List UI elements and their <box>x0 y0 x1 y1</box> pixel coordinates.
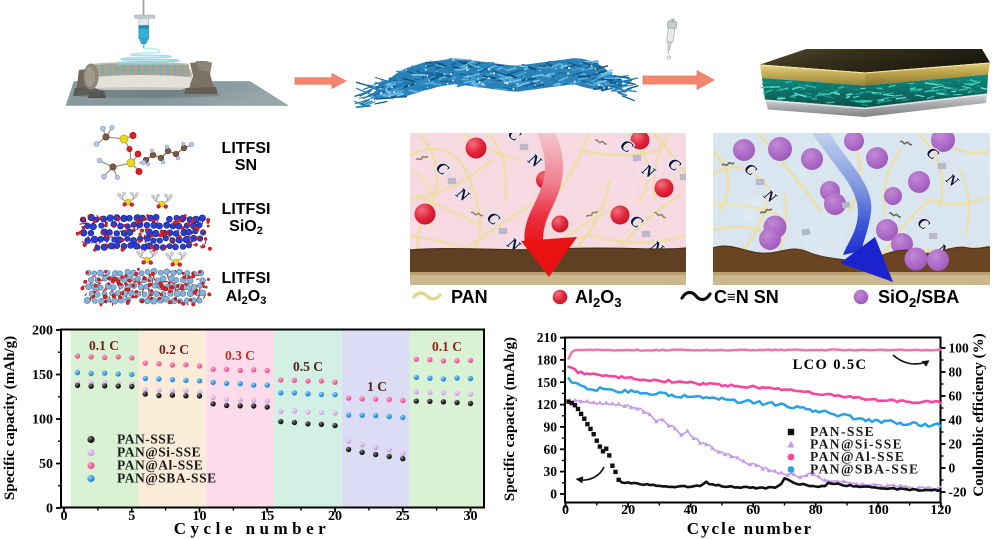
svg-text:25: 25 <box>396 509 410 524</box>
svg-text:0.2 C: 0.2 C <box>159 342 189 357</box>
svg-text:0: 0 <box>949 461 956 476</box>
svg-text:60: 60 <box>746 503 760 518</box>
svg-text:20: 20 <box>328 509 342 524</box>
svg-text:C≡N SN: C≡N SN <box>714 287 779 307</box>
svg-text:LITFSI: LITFSI <box>222 201 271 218</box>
svg-text:0.3 C: 0.3 C <box>225 348 255 363</box>
svg-text:120: 120 <box>537 397 558 412</box>
svg-text:120: 120 <box>930 503 951 518</box>
svg-text:PAN@Al-SSE: PAN@Al-SSE <box>117 458 203 473</box>
svg-text:PAN@SBA-SSE: PAN@SBA-SSE <box>810 462 919 477</box>
svg-text:PAN@Al-SSE: PAN@Al-SSE <box>810 449 905 464</box>
svg-text:PAN: PAN <box>451 287 488 307</box>
svg-text:90: 90 <box>544 419 558 434</box>
svg-text:40: 40 <box>949 413 963 428</box>
svg-text:0.1 C: 0.1 C <box>432 339 462 354</box>
svg-text:SiO2/SBA: SiO2/SBA <box>878 287 959 310</box>
svg-text:PAN@Si-SSE: PAN@Si-SSE <box>117 445 201 460</box>
svg-text:Cycle number: Cycle number <box>174 519 330 538</box>
svg-text:15: 15 <box>260 509 274 524</box>
svg-text:150: 150 <box>32 368 53 383</box>
svg-text:Coulombic efficiency (%): Coulombic efficiency (%) <box>971 333 987 496</box>
svg-text:10: 10 <box>193 509 207 524</box>
svg-text:PAN@SBA-SSE: PAN@SBA-SSE <box>117 471 217 486</box>
svg-text:PAN-SSE: PAN-SSE <box>810 424 875 439</box>
svg-text:5: 5 <box>128 509 135 524</box>
svg-text:LITFSI: LITFSI <box>222 140 271 157</box>
svg-text:0: 0 <box>562 503 569 518</box>
svg-text:LITFSI: LITFSI <box>222 270 271 287</box>
svg-text:-20: -20 <box>949 485 967 500</box>
svg-text:50: 50 <box>39 457 53 472</box>
svg-text:180: 180 <box>537 352 558 367</box>
svg-text:SiO2: SiO2 <box>229 218 263 237</box>
svg-text:Specific capacity (mAh/g): Specific capacity (mAh/g) <box>2 336 18 500</box>
svg-text:80: 80 <box>949 365 963 380</box>
svg-text:SN: SN <box>235 157 257 174</box>
svg-text:Specific capacity (mAh/g): Specific capacity (mAh/g) <box>502 337 518 501</box>
svg-text:Al2O3: Al2O3 <box>226 288 267 307</box>
svg-text:60: 60 <box>544 442 558 457</box>
svg-text:80: 80 <box>809 503 823 518</box>
svg-text:150: 150 <box>537 375 558 390</box>
svg-text:20: 20 <box>621 503 635 518</box>
svg-text:30: 30 <box>544 464 558 479</box>
svg-text:30: 30 <box>464 509 478 524</box>
svg-text:0.1 C: 0.1 C <box>89 338 119 353</box>
svg-text:1 C: 1 C <box>367 379 387 394</box>
svg-text:PAN@Si-SSE: PAN@Si-SSE <box>810 437 903 452</box>
svg-text:200: 200 <box>32 324 53 339</box>
svg-text:210: 210 <box>537 330 558 345</box>
svg-text:100: 100 <box>32 413 53 428</box>
svg-text:0.5 C: 0.5 C <box>293 359 323 374</box>
svg-text:Al2O3: Al2O3 <box>575 287 621 310</box>
svg-text:0: 0 <box>46 502 53 517</box>
svg-text:40: 40 <box>684 503 698 518</box>
svg-text:PAN-SSE: PAN-SSE <box>117 432 176 447</box>
svg-text:0: 0 <box>61 509 68 524</box>
svg-text:60: 60 <box>949 389 963 404</box>
svg-text:0: 0 <box>550 487 557 502</box>
svg-text:Cycle number: Cycle number <box>687 519 813 538</box>
svg-text:100: 100 <box>868 503 889 518</box>
svg-text:100: 100 <box>949 341 970 356</box>
svg-text:LCO 0.5C: LCO 0.5C <box>793 357 868 373</box>
svg-text:20: 20 <box>949 437 963 452</box>
